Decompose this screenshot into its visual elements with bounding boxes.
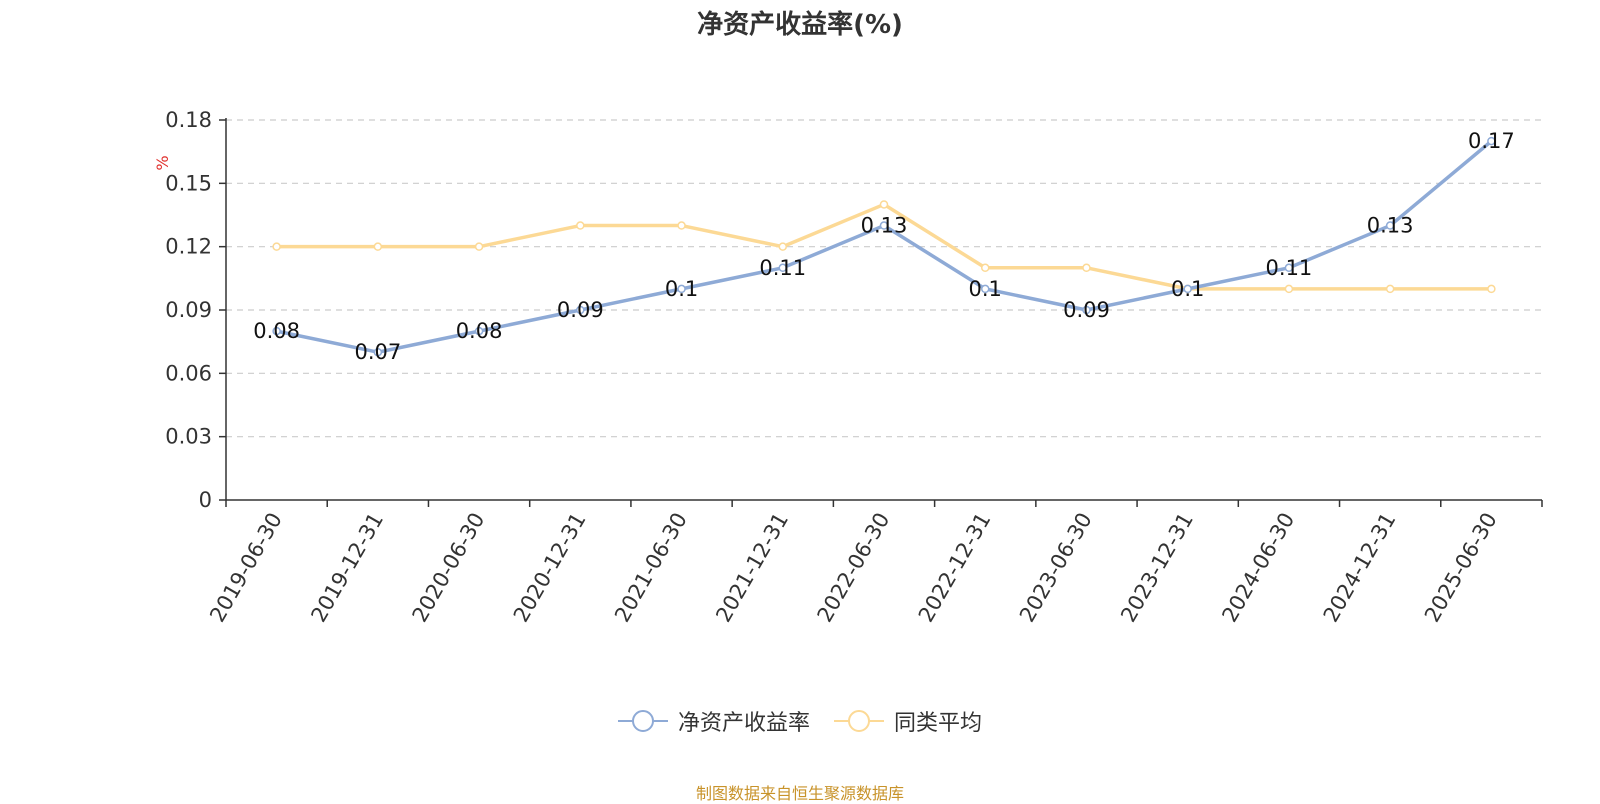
x-tick-label: 2025-06-30 xyxy=(1420,509,1502,627)
x-tick-label: 2023-06-30 xyxy=(1015,509,1097,627)
x-tick-label: 2021-12-31 xyxy=(711,509,793,627)
legend-item-roe[interactable]: 净资产收益率 xyxy=(617,705,810,737)
roe-data-label: 0.08 xyxy=(456,319,503,343)
x-tick-label: 2019-06-30 xyxy=(205,509,287,627)
roe-point xyxy=(373,347,383,357)
roe-point xyxy=(1284,263,1294,273)
peer-average-point xyxy=(1487,284,1496,294)
x-tick-label: 2022-06-30 xyxy=(813,509,895,627)
x-tick-label: 2023-12-31 xyxy=(1116,509,1198,627)
y-tick-label: 0.15 xyxy=(165,171,212,195)
y-tick-label: 0.18 xyxy=(165,108,212,132)
series xyxy=(272,136,1496,357)
peer-average-point xyxy=(1082,263,1091,273)
peer-average-point xyxy=(677,221,686,230)
peer-average-point xyxy=(1385,284,1395,294)
series-roe xyxy=(272,136,1496,357)
roe-point xyxy=(1082,305,1091,315)
roe-point xyxy=(1487,136,1496,146)
y-axis-unit-label: % xyxy=(153,155,172,170)
roe-data-label: 0.11 xyxy=(759,256,806,280)
x-tick-label: 2024-12-31 xyxy=(1319,509,1401,627)
x-tick-label: 2020-06-30 xyxy=(408,508,490,626)
roe-data-label: 0.13 xyxy=(861,214,908,238)
peer-average-point xyxy=(879,200,889,209)
y-tick-label: 0 xyxy=(199,488,212,512)
y-tick-label: 0.03 xyxy=(165,425,212,449)
data-labels: 0.08 0.07 0.08 0.09 0.1 0.11 0.13 0.1 0.09 0.1 0.1… xyxy=(253,129,1515,364)
roe-point xyxy=(272,326,281,336)
roe-data-label: 0.1 xyxy=(1171,277,1204,301)
peer-average-point xyxy=(474,242,484,251)
y-tick-label: 0.06 xyxy=(165,361,212,385)
x-tick-label: 2021-06-30 xyxy=(610,509,692,627)
x-tick-label: 2022-12-31 xyxy=(914,508,996,626)
roe-point xyxy=(980,284,990,294)
roe-data-label: 0.1 xyxy=(969,277,1002,301)
roe-point xyxy=(778,263,788,273)
legend: 净资产收益率 同类平均 xyxy=(0,705,1600,737)
roe-point xyxy=(474,326,484,336)
legend-item-peer-average[interactable]: 同类平均 xyxy=(834,705,982,737)
roe-data-label: 0.09 xyxy=(557,298,604,322)
roe-data-label: 0.09 xyxy=(1063,298,1110,322)
x-tick-label: 2020-12-31 xyxy=(509,509,591,627)
peer-average-point xyxy=(576,221,585,230)
roe-point xyxy=(1183,284,1192,294)
x-tick-label: 2019-12-31 xyxy=(306,509,388,627)
roe-point xyxy=(879,221,889,230)
roe-data-label: 0.17 xyxy=(1468,129,1515,153)
roe-point xyxy=(1385,221,1395,230)
roe-point xyxy=(677,284,686,294)
roe-data-label: 0.08 xyxy=(253,319,300,343)
legend-peer-average-label: 同类平均 xyxy=(894,711,983,736)
axes: 0 0.03 0.06 0.09 0.12 0.15 0.18% 2019-06-30 2019… xyxy=(153,108,1543,627)
roe-data-label: 0.07 xyxy=(354,340,401,364)
series-peer-average xyxy=(272,200,1496,294)
legend-peer-average-icon xyxy=(834,710,884,732)
y-tick-label: 0.09 xyxy=(165,298,212,322)
peer-average-point xyxy=(272,242,281,251)
grid-lines xyxy=(226,119,1542,438)
x-tick-label: 2024-06-30 xyxy=(1217,509,1299,627)
peer-average-point xyxy=(980,263,990,273)
y-tick-label: 0.12 xyxy=(165,235,212,259)
roe-point xyxy=(576,305,585,315)
line-chart: 0 0.03 0.06 0.09 0.12 0.15 0.18% 2019-06-30 2019… xyxy=(153,108,1543,627)
chart-title: 净资产收益率(%) xyxy=(697,10,903,40)
legend-roe-label: 净资产收益率 xyxy=(677,711,810,736)
peer-average-point xyxy=(1284,284,1294,294)
peer-average-point xyxy=(778,242,788,251)
peer-average-point xyxy=(373,242,383,251)
roe-data-label: 0.13 xyxy=(1367,214,1414,238)
legend-roe-icon xyxy=(617,710,668,732)
source-note: 制图数据来自恒生聚源数据库 xyxy=(695,784,904,803)
roe-data-label: 0.1 xyxy=(665,277,698,301)
roe-data-label: 0.11 xyxy=(1266,256,1313,280)
